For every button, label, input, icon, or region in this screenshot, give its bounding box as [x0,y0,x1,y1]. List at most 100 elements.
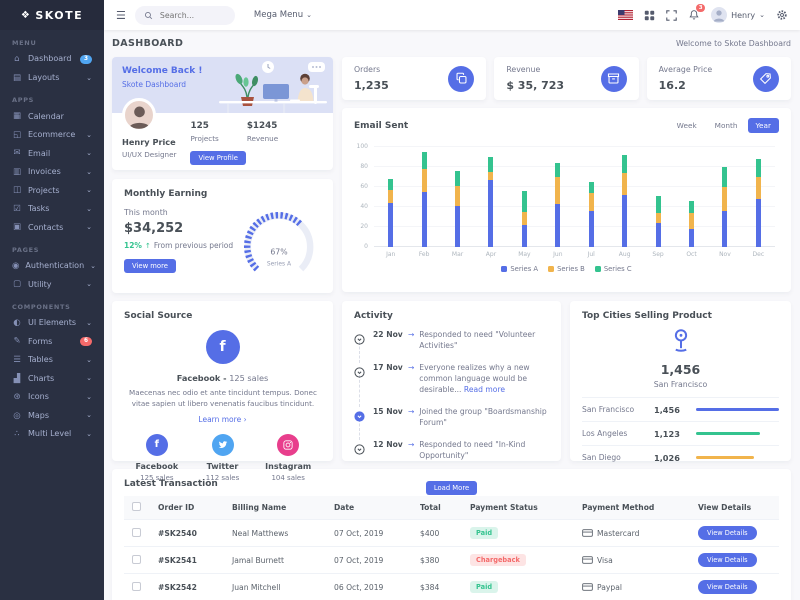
main-content: DASHBOARD Welcome to Skote Dashboard Wel… [104,30,800,600]
fullscreen-icon [666,9,677,21]
channel-twitter[interactable]: Twitter 112 sales [190,433,256,482]
search-input[interactable] [157,9,226,21]
svg-text:Series A: Series A [267,260,292,267]
social-highlight: Facebook - 125 sales [176,373,269,383]
sidebar-item-label: Invoices [28,167,61,177]
top-city-name: San Francisco [582,380,779,398]
order-date: 06 Oct, 2019 [326,573,412,600]
sidebar-item[interactable]: ▥ Invoices ⌄ [0,163,104,182]
menu-toggle-icon[interactable]: ☰ [116,8,126,22]
city-row: San Diego 1,026 [582,446,779,469]
view-profile-button[interactable]: View Profile [190,151,246,165]
activity-item: 17 Nov → Everyone realizes why a new com… [354,363,549,408]
bar-jun [555,163,561,247]
mega-menu-button[interactable]: Mega Menu ⌄ [253,10,312,20]
row-checkbox[interactable] [132,554,141,564]
settings-button[interactable] [776,9,788,21]
arrow-right-icon: → [408,407,415,417]
arrow-right-icon: → [408,440,415,450]
sidebar-item[interactable]: ✉ Email ⌄ [0,144,104,163]
logo-text: SKOTE [35,8,84,22]
fullscreen-button[interactable] [666,9,677,21]
apps-grid-button[interactable] [644,10,655,21]
aperture-icon: ⊛ [13,392,21,403]
row-checkbox[interactable] [132,581,141,591]
sidebar-item[interactable]: ◫ Projects ⌄ [0,181,104,200]
chart-legend: Series A Series B Series C [354,265,779,273]
earning-amount: $34,252 [124,221,184,236]
view-details-button[interactable]: View Details [698,526,757,540]
envelope-icon: ✉ [13,148,21,159]
toggle-month[interactable]: Month [714,121,738,130]
archive-icon [600,65,627,92]
order-id: #SK2540 [150,519,224,547]
sidebar-item-label: Maps [28,410,50,420]
toggle-year[interactable]: Year [747,118,779,133]
tone-icon: ◐ [13,317,21,328]
select-all-checkbox[interactable] [132,502,141,511]
order-id: #SK2541 [150,546,224,574]
notifications-button[interactable]: 3 [688,4,706,21]
sidebar-item[interactable]: ▤ Layouts ⌄ [0,69,104,88]
logo-icon: ❖ [20,9,32,21]
sidebar-item[interactable]: ⊛ Icons ⌄ [0,388,104,407]
home-icon: ⌂ [14,54,20,65]
earning-delta: 12% ↑ From previous period [124,241,234,250]
sidebar-item[interactable]: ▟ Charts ⌄ [0,370,104,389]
sidebar-item-label: Tables [28,355,53,365]
learn-more-link[interactable]: Learn more › [198,414,247,424]
sidebar-item[interactable]: ◐ UI Elements ⌄ [0,314,104,333]
sidebar-item[interactable]: ◉ Authentication ⌄ [0,257,104,276]
read-more-link[interactable]: Read more [463,384,506,394]
sidebar-item-label: Forms [28,336,53,346]
city-progress-bar [696,455,755,460]
channel-instagram[interactable]: Instagram 104 sales [255,433,321,482]
sidebar-item-badge: 3 [79,55,92,64]
billing-name: Neal Matthews [224,519,326,547]
sidebar-item-label: Ecommerce [28,130,76,140]
app-logo[interactable]: ❖ SKOTE [0,0,104,30]
sidebar-item[interactable]: ✎ Forms 6 [0,332,104,351]
order-id: #SK2542 [150,573,224,600]
row-checkbox[interactable] [132,527,141,537]
chevron-down-icon: ⌄ [86,280,92,289]
sidebar-item[interactable]: ☰ Tables ⌄ [0,351,104,370]
city-progress-bar [696,407,779,412]
task-icon: ☑ [13,203,21,214]
chevron-down-icon: ⌄ [86,167,92,176]
sidebar-item[interactable]: ▣ Contacts ⌄ [0,218,104,237]
topbar: ☰ Mega Menu ⌄ 3 Henry ⌄ [104,0,800,30]
transactions-table: Order ID Billing Name Date Total Payment… [124,496,779,600]
language-flag-button[interactable] [618,10,634,20]
billing-name: Juan Mitchell [224,573,326,600]
stat-card-revenue: Revenue $ 35, 723 [494,57,639,100]
sidebar-item-label: Icons [28,392,49,402]
view-details-button[interactable]: View Details [698,553,757,567]
arrow-right-icon: → [408,363,415,373]
social-source-title: Social Source [124,311,193,321]
search-box[interactable] [134,5,235,25]
order-date: 07 Oct, 2019 [326,546,412,574]
sidebar-item[interactable]: ▦ Calendar [0,107,104,126]
chevron-down-icon: ⌄ [86,392,92,401]
user-menu-button[interactable]: Henry ⌄ [711,7,765,23]
sidebar-item[interactable]: ⌂ Dashboard 3 [0,50,104,69]
sidebar-item[interactable]: ☑ Tasks ⌄ [0,200,104,219]
profile-stat-projects: 125 Projects [190,121,219,143]
view-more-button[interactable]: View more [124,259,176,273]
view-details-button[interactable]: View Details [698,580,757,594]
channel-facebook[interactable]: f Facebook 125 sales [124,433,190,482]
bar-may [521,191,527,247]
chevron-down-icon: ⌄ [86,130,92,139]
chevron-down-icon: ⌄ [86,429,92,438]
sidebar-item[interactable]: ▢ Utility ⌄ [0,275,104,294]
sidebar-item[interactable]: ∴ Multi Level ⌄ [0,425,104,444]
billing-name: Jamal Burnett [224,546,326,574]
toggle-week[interactable]: Week [676,121,697,130]
sidebar-item[interactable]: ◱ Ecommerce ⌄ [0,126,104,145]
status-badge: Paid [470,581,499,593]
load-more-button[interactable]: Load More [425,480,478,495]
sidebar-item[interactable]: ◎ Maps ⌄ [0,407,104,426]
bar-chart-icon: ▟ [13,373,21,384]
sidebar-item-label: Calendar [28,111,64,121]
